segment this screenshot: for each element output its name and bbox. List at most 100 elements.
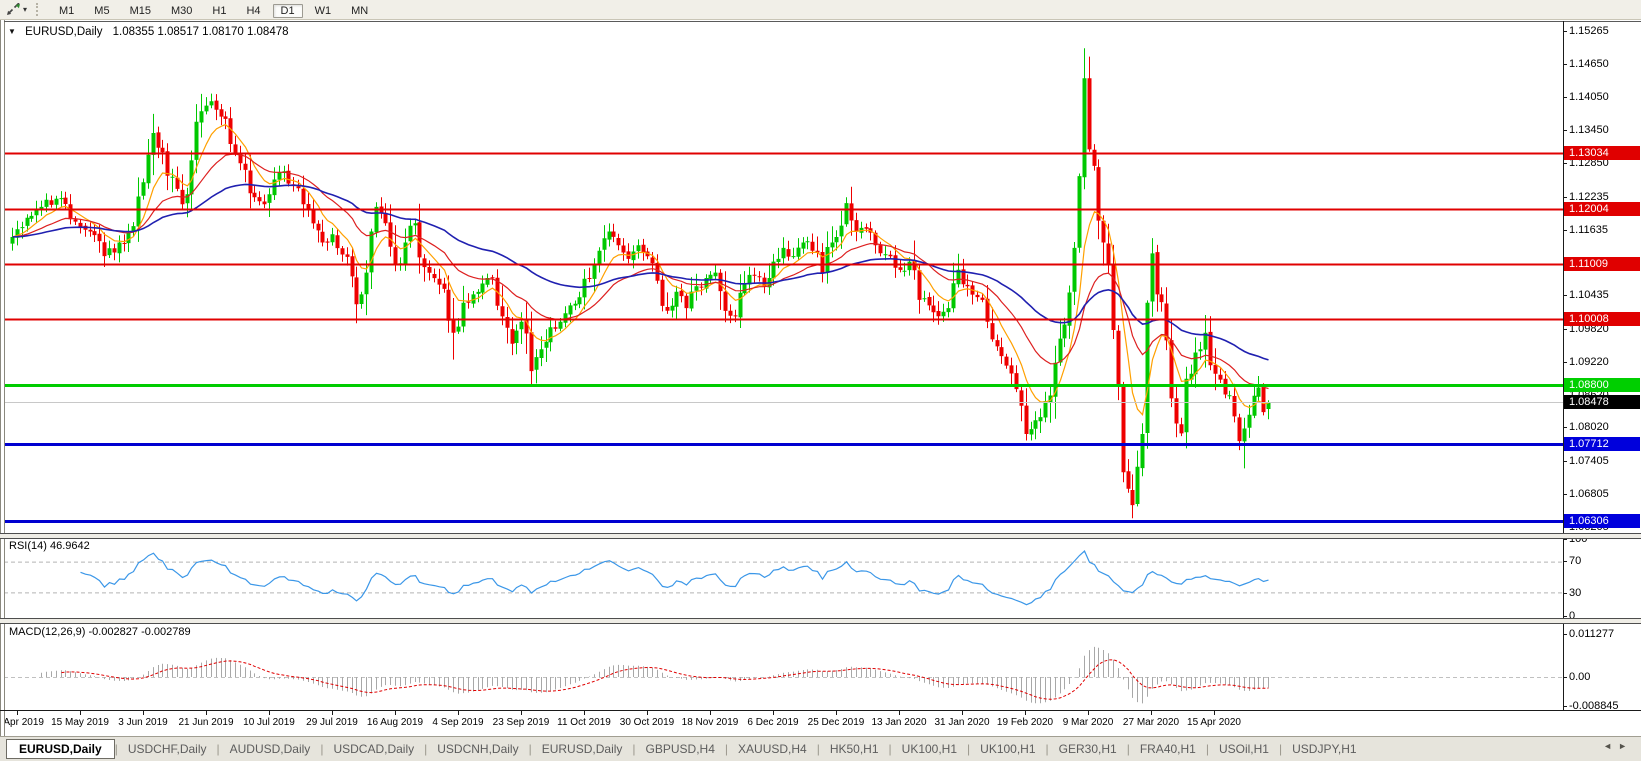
chart-plot-area[interactable] — [4, 22, 1563, 533]
tab-USDCNH-Daily[interactable]: USDCNH,Daily — [437, 742, 519, 756]
macd-bottom-border — [0, 710, 1641, 711]
price-tick-label: 1.09220 — [1569, 356, 1609, 368]
tab-scroll-left-icon[interactable]: ◄ — [1603, 741, 1619, 751]
price-tick-mark — [1563, 362, 1567, 363]
price-tick-mark — [1563, 31, 1567, 32]
price-tick-label: 1.12850 — [1569, 157, 1609, 169]
rsi-tick-label: 70 — [1569, 555, 1582, 567]
price-tick-mark — [1563, 197, 1567, 198]
date-tick-label: 6 Dec 2019 — [747, 717, 799, 728]
timeframe-button-H4[interactable]: H4 — [246, 4, 261, 17]
tab-EURUSD-Daily[interactable]: EURUSD,Daily — [541, 742, 623, 756]
price-tick-label: 1.13450 — [1569, 124, 1609, 136]
chevron-down-icon[interactable]: ▾ — [23, 5, 28, 14]
date-tick-mark — [521, 711, 522, 715]
tab-USOil-H1[interactable]: USOil,H1 — [1218, 742, 1269, 756]
price-tick-mark — [1563, 230, 1567, 231]
tab-USDJPY-H1[interactable]: USDJPY,H1 — [1292, 742, 1357, 756]
toolbar-grip — [36, 3, 42, 16]
date-tick-mark — [395, 711, 396, 715]
tab-divider: | — [114, 742, 118, 756]
tab-divider: | — [888, 742, 892, 756]
price-tick-mark — [1563, 295, 1567, 296]
timeframe-button-M30[interactable]: M30 — [170, 4, 193, 17]
panel-splitter-rsi-macd[interactable] — [0, 618, 1641, 624]
chart-tools-icon[interactable] — [4, 2, 22, 17]
tab-EURUSD-Daily[interactable]: EURUSD,Daily — [6, 739, 115, 759]
collapse-ohlc-arrow[interactable]: ▼ — [8, 27, 16, 36]
tab-divider: | — [1045, 742, 1049, 756]
tab-divider: | — [1126, 742, 1130, 756]
price-tick-label: 1.15265 — [1569, 25, 1609, 37]
timeframe-button-M5[interactable]: M5 — [94, 4, 110, 17]
date-tick-mark — [1025, 711, 1026, 715]
tab-divider: | — [1278, 742, 1283, 756]
panel-splitter-main-rsi[interactable] — [0, 533, 1641, 539]
tab-USDCAD-Daily[interactable]: USDCAD,Daily — [333, 742, 415, 756]
price-level-badge: 1.06306 — [1564, 514, 1640, 528]
date-tick-label: 25 Dec 2019 — [807, 717, 865, 728]
price-tick-mark — [1563, 706, 1567, 707]
price-level-badge: 1.07712 — [1564, 437, 1640, 451]
date-tick-mark — [332, 711, 333, 715]
price-tick-label: 1.10435 — [1569, 289, 1609, 301]
tab-scroll-right-icon[interactable]: ► — [1618, 741, 1633, 751]
timeframe-button-D1[interactable]: D1 — [272, 3, 303, 18]
date-tick-mark — [269, 711, 270, 715]
price-tick-label: 1.14650 — [1569, 58, 1609, 70]
tab-divider: | — [632, 742, 636, 756]
date-axis: 26 Apr 2019 15 May 2019 3 Jun 2019 21 Jun 2… — [0, 711, 1641, 736]
price-level-badge: 1.11009 — [1564, 257, 1640, 271]
tab-divider: | — [1205, 742, 1209, 756]
tab-FRA40-H1[interactable]: FRA40,H1 — [1139, 742, 1196, 756]
date-tick-label: 29 Jul 2019 — [306, 717, 358, 728]
macd-histogram — [41, 646, 1269, 704]
price-tick-label: 1.12235 — [1569, 191, 1609, 203]
price-tick-mark — [1563, 329, 1567, 330]
tab-divider: | — [967, 742, 971, 756]
price-tick-mark — [1563, 64, 1567, 65]
price-tick-mark — [1563, 130, 1567, 131]
date-tick-label: 16 Aug 2019 — [366, 717, 424, 728]
timeframe-button-W1[interactable]: W1 — [314, 4, 332, 17]
chart-tabs: EURUSD,Daily | USDCHF,Daily | AUDUSD,Daily | U… — [0, 739, 1367, 759]
chart-symbol: EURUSD,Daily — [25, 26, 103, 38]
price-tick-mark — [1563, 461, 1567, 462]
chart-tab-bar: EURUSD,Daily | USDCHF,Daily | AUDUSD,Daily | U… — [0, 736, 1641, 761]
date-tick-label: 26 Apr 2019 — [0, 717, 44, 728]
timeframe-button-H1[interactable]: H1 — [212, 4, 227, 17]
date-tick-mark — [1151, 711, 1152, 715]
rsi-indicator-label: RSI(14) 46.9642 — [9, 540, 90, 552]
price-tick-label: 1.07405 — [1569, 455, 1609, 467]
tab-HK50-H1[interactable]: HK50,H1 — [829, 742, 879, 756]
date-tick-mark — [80, 711, 81, 715]
tab-divider: | — [424, 742, 428, 756]
price-tick-label: 1.06805 — [1569, 488, 1609, 500]
timeframe-button-M15[interactable]: M15 — [129, 4, 151, 17]
tab-AUDUSD-Daily[interactable]: AUDUSD,Daily — [229, 742, 311, 756]
timeframe-button-M1[interactable]: M1 — [59, 4, 75, 17]
date-tick-label: 13 Jan 2020 — [871, 717, 927, 728]
tab-divider: | — [320, 742, 324, 756]
date-tick-label: 15 May 2019 — [51, 717, 109, 728]
tab-GBPUSD-H4[interactable]: GBPUSD,H4 — [645, 742, 715, 756]
tab-USDCHF-Daily[interactable]: USDCHF,Daily — [127, 742, 207, 756]
price-tick-label: 1.08020 — [1569, 421, 1609, 433]
tab-UK100-H1[interactable]: UK100,H1 — [980, 742, 1036, 756]
price-tick-label: 1.11635 — [1569, 224, 1608, 236]
tab-divider: | — [216, 742, 220, 756]
tab-GER30-H1[interactable]: GER30,H1 — [1058, 742, 1117, 756]
price-tick-mark — [1563, 634, 1567, 635]
tab-XAUUSD-H4[interactable]: XAUUSD,H4 — [738, 742, 807, 756]
date-tick-label: 3 Jun 2019 — [118, 717, 168, 728]
date-tick-mark — [458, 711, 459, 715]
date-tick-mark — [836, 711, 837, 715]
macd-tick-label: 0.00 — [1569, 671, 1591, 683]
price-tick-label: 1.14050 — [1569, 91, 1609, 103]
tab-UK100-H1[interactable]: UK100,H1 — [901, 742, 958, 756]
price-tick-mark — [1563, 427, 1567, 428]
date-tick-mark — [710, 711, 711, 715]
price-tick-mark — [1563, 494, 1567, 495]
timeframe-button-MN[interactable]: MN — [351, 4, 369, 17]
price-tick-label: 1.09820 — [1569, 323, 1609, 335]
